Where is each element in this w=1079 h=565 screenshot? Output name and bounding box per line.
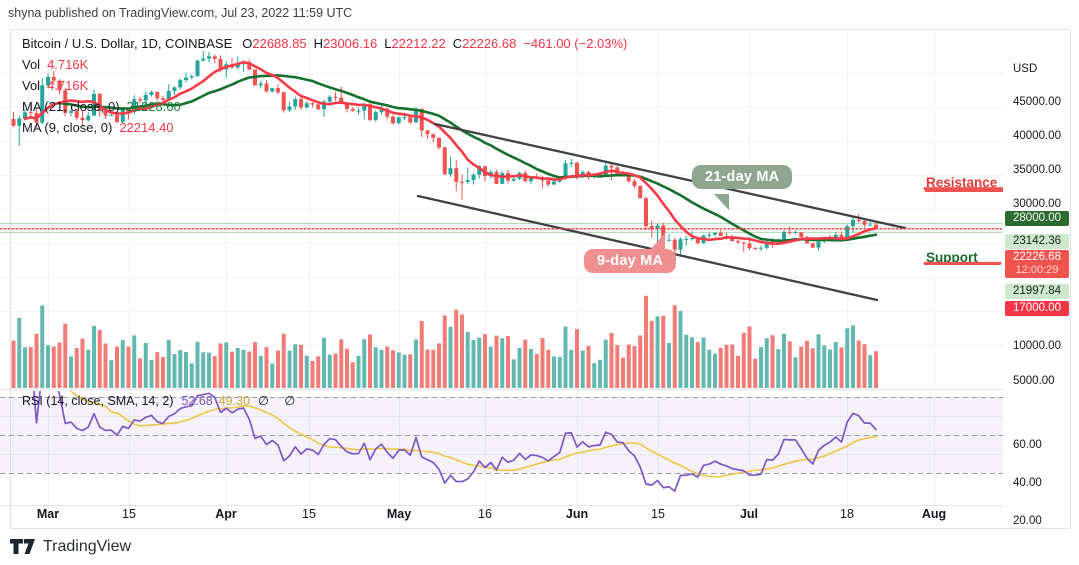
price-tick-30000: 30000.00 xyxy=(1013,198,1061,210)
time-axis[interactable]: Mar 15 Apr 15 May 16 Jun 15 Jul 18 Aug xyxy=(0,505,1003,529)
volume-label: Vol xyxy=(22,57,41,72)
symbol-legend-row[interactable]: Bitcoin / U.S. Dollar, 1D, COINBASE O2268… xyxy=(22,33,627,54)
ma21-legend-row[interactable]: MA (21, close, 0) 21228.60 xyxy=(22,96,627,117)
price-tick-45000: 45000.00 xyxy=(1013,96,1061,108)
ma9-callout[interactable]: 9-day MA xyxy=(584,249,677,273)
open-label: O xyxy=(242,36,253,51)
rsi-tick-20: 20.00 xyxy=(1013,515,1042,527)
chart-canvas[interactable] xyxy=(0,29,1003,529)
tradingview-logo-icon[interactable] xyxy=(10,539,36,555)
high-value: 23006.16 xyxy=(322,36,378,51)
rsi-sma-value: 49.30 xyxy=(218,394,251,408)
footer: TradingView xyxy=(10,538,131,556)
change-value: −461.00 (−2.03%) xyxy=(523,36,628,51)
time-tick-mar: Mar xyxy=(36,507,60,521)
ma21-value: 21228.60 xyxy=(126,99,181,114)
time-tick-jun15: 15 xyxy=(651,507,665,521)
ma9-callout-tail xyxy=(650,233,665,250)
ma9-value: 22214.40 xyxy=(119,120,174,135)
low-label: L xyxy=(384,36,392,51)
attribution-text: shyna published on TradingView.com, Jul … xyxy=(8,6,353,20)
bar-countdown: 12:00:29 xyxy=(1015,264,1059,276)
last-price-badge: 22226.68 12:00:29 xyxy=(1005,250,1069,278)
time-tick-mar15: 15 xyxy=(122,507,136,521)
volume-label-2: Vol xyxy=(22,78,41,93)
rsi-value: 52.68 xyxy=(181,394,213,408)
rsi-empty-values: ∅ ∅ xyxy=(258,394,302,408)
rsi-title: RSI (14, close, SMA, 14, 2) xyxy=(22,394,174,408)
high-label: H xyxy=(313,36,323,51)
currency-label: USD xyxy=(1013,63,1038,75)
time-tick-may: May xyxy=(386,507,412,521)
volume-value-2: 4.716K xyxy=(47,78,89,93)
price-scale[interactable]: USD 45000.00 40000.00 35000.00 30000.00 … xyxy=(1003,29,1073,529)
support-line[interactable] xyxy=(925,262,1000,265)
chart-legend: Bitcoin / U.S. Dollar, 1D, COINBASE O2268… xyxy=(22,33,627,138)
resistance-label[interactable]: Resistance xyxy=(926,175,998,190)
close-label: C xyxy=(452,36,463,51)
time-tick-apr15: 15 xyxy=(302,507,316,521)
resistance-price-badge: 28000.00 xyxy=(1005,211,1069,226)
support-label[interactable]: Support xyxy=(926,250,978,265)
time-tick-aug: Aug xyxy=(921,507,947,521)
ma21-callout-tail xyxy=(714,194,729,210)
symbol-title: Bitcoin / U.S. Dollar, 1D, COINBASE xyxy=(22,36,233,51)
zone-bottom-price-badge: 21997.84 xyxy=(1005,284,1069,299)
low-value: 22212.22 xyxy=(391,36,446,51)
support-price-badge: 17000.00 xyxy=(1005,301,1069,316)
close-value: 22226.68 xyxy=(462,36,517,51)
volume-legend-row-2[interactable]: Vol 4.716K xyxy=(22,75,627,96)
rsi-tick-40: 40.00 xyxy=(1013,477,1042,489)
price-tick-40000: 40000.00 xyxy=(1013,130,1061,142)
rsi-tick-60: 60.00 xyxy=(1013,439,1042,451)
time-tick-may16: 16 xyxy=(478,507,492,521)
zone-top-price-badge: 23142.36 xyxy=(1005,234,1069,249)
time-tick-jun: Jun xyxy=(565,507,589,521)
ma21-callout[interactable]: 21-day MA xyxy=(692,165,793,189)
tradingview-wordmark[interactable]: TradingView xyxy=(43,538,132,555)
time-tick-jul18: 18 xyxy=(840,507,854,521)
time-tick-apr: Apr xyxy=(215,507,237,521)
price-tick-35000: 35000.00 xyxy=(1013,164,1061,176)
price-tick-5000: 5000.00 xyxy=(1013,375,1055,387)
volume-legend-row-1[interactable]: Vol 4.716K xyxy=(22,54,627,75)
ma21-label: MA (21, close, 0) xyxy=(22,99,120,114)
ma9-legend-row[interactable]: MA (9, close, 0) 22214.40 xyxy=(22,117,627,138)
open-value: 22688.85 xyxy=(252,36,307,51)
ma9-label: MA (9, close, 0) xyxy=(22,120,113,135)
time-tick-jul: Jul xyxy=(739,507,759,521)
price-tick-10000: 10000.00 xyxy=(1013,340,1061,352)
rsi-legend-row[interactable]: RSI (14, close, SMA, 14, 2) 52.68 49.30 ∅ ∅ xyxy=(22,393,301,408)
resistance-line[interactable] xyxy=(925,189,1003,192)
last-price-value: 22226.68 xyxy=(1013,251,1061,263)
volume-value: 4.716K xyxy=(47,57,89,72)
